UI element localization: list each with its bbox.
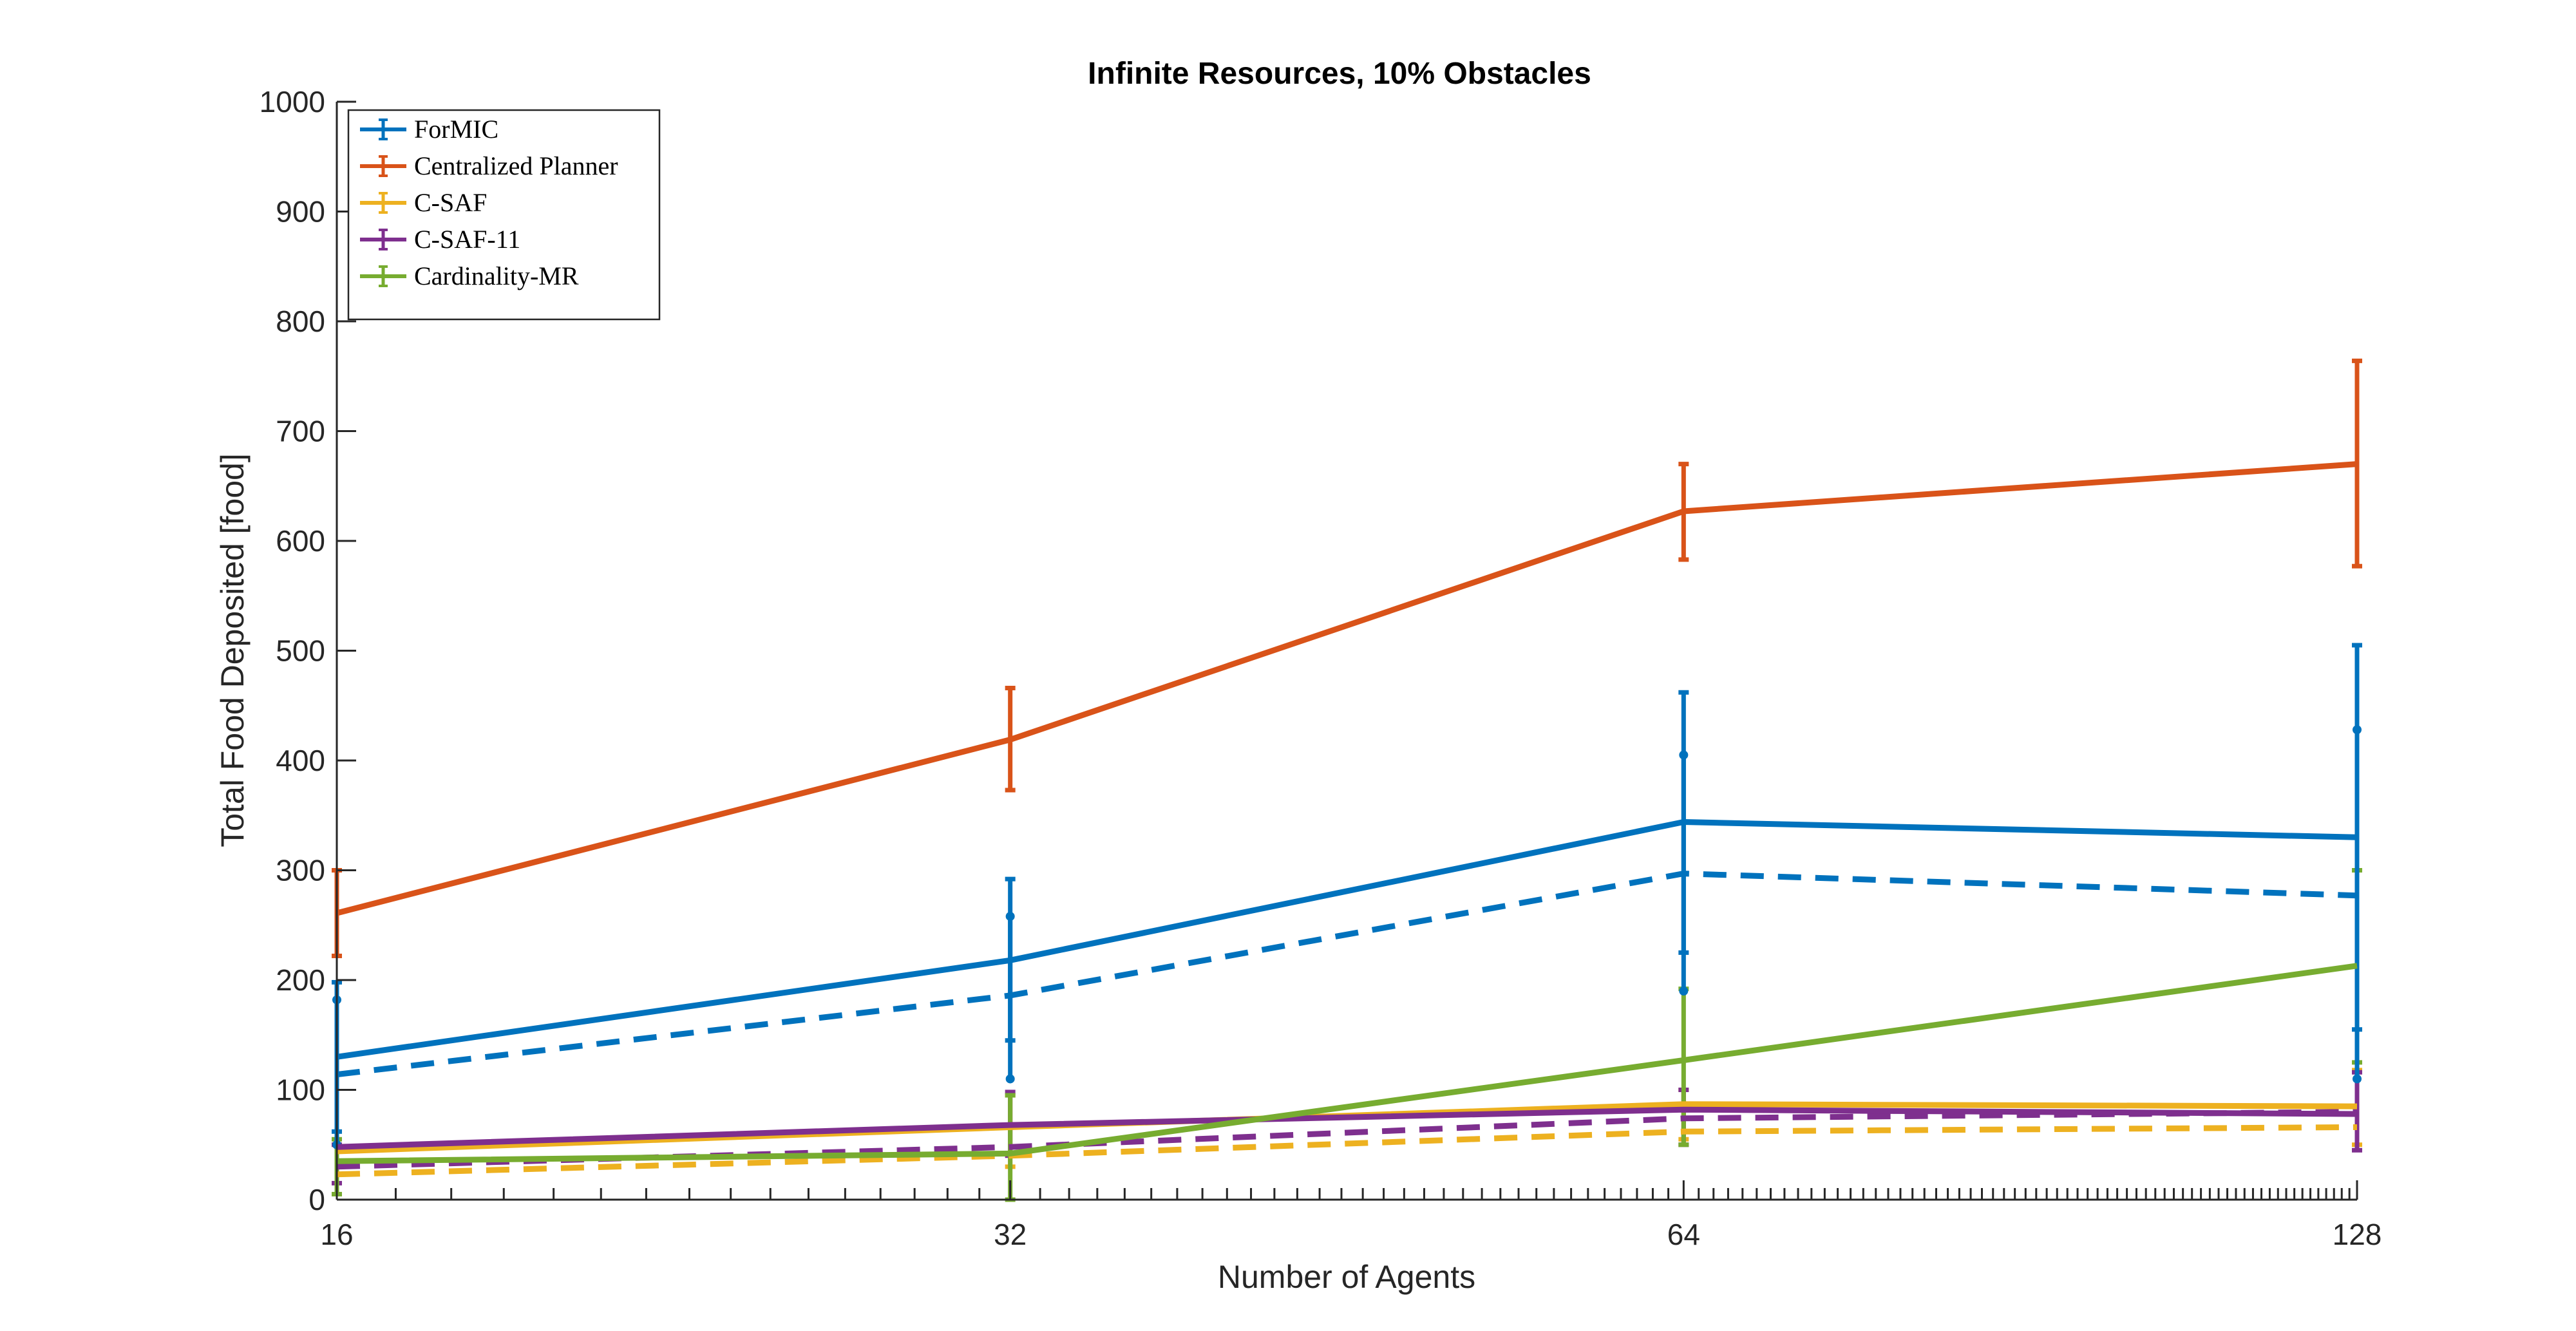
legend-item-c-saf-11: C-SAF-11	[360, 225, 520, 254]
legend: ForMIC Centralized Planner C-SAF C-SAF-11 Ca…	[347, 109, 661, 321]
legend-item-formic: ForMIC	[360, 115, 498, 144]
legend-item-c-saf: C-SAF	[360, 188, 487, 217]
plot-background	[337, 102, 2357, 1200]
y-tick-label: 200	[276, 963, 325, 997]
legend-label: ForMIC	[414, 115, 498, 144]
x-tick-label: 64	[1667, 1218, 1700, 1251]
y-tick-label: 700	[276, 415, 325, 448]
series-layer	[332, 358, 2362, 1202]
y-tick-label: 800	[276, 305, 325, 338]
unlabeled-5-dashed-line	[336, 871, 2358, 1078]
error-marker	[1005, 912, 1015, 921]
legend-label: C-SAF	[414, 188, 487, 217]
x-tick-label: 32	[994, 1218, 1027, 1251]
x-tick-label: 16	[320, 1218, 353, 1251]
formic-solid-line	[336, 819, 2358, 1060]
plot-area	[337, 102, 2357, 1200]
y-tick-label: 900	[276, 195, 325, 229]
y-tick-label: 300	[276, 854, 325, 887]
legend-label: Cardinality-MR	[414, 261, 579, 290]
error-marker	[1679, 986, 1689, 996]
y-tick-label: 1000	[260, 85, 325, 118]
y-tick-label: 500	[276, 634, 325, 668]
legend-item-cardinality-mr: Cardinality-MR	[360, 261, 579, 290]
legend-box	[347, 109, 661, 321]
y-tick-label: 400	[276, 744, 325, 777]
error-marker	[1679, 750, 1689, 760]
y-tick-label: 0	[308, 1183, 325, 1216]
error-marker	[2353, 725, 2362, 735]
x-tick-label: 128	[2333, 1218, 2382, 1251]
cardinality-mr-solid-line	[336, 963, 2358, 1164]
chart-title: Infinite Resources, 10% Obstacles	[1088, 57, 1591, 91]
c-saf-11-solid-line	[336, 1106, 2358, 1150]
legend-label: Centralized Planner	[414, 151, 618, 180]
x-axis-label: Number of Agents	[1218, 1259, 1475, 1295]
y-axis-label: Total Food Deposited [food]	[214, 453, 251, 847]
unlabeled-6-dashed-line	[336, 1124, 2358, 1178]
legend-label: C-SAF-11	[414, 225, 520, 254]
axes-layer: 16 32 64 128 0 100 200 300 400 500 600 700 800 900 100…	[260, 85, 2382, 1251]
error-marker	[1005, 1074, 1015, 1084]
error-marker	[2353, 1074, 2362, 1084]
y-tick-label: 100	[276, 1073, 325, 1107]
legend-item-centralized-planner: Centralized Planner	[360, 151, 618, 180]
centralized-planner-solid-line	[336, 461, 2358, 916]
y-tick-label: 600	[276, 524, 325, 558]
